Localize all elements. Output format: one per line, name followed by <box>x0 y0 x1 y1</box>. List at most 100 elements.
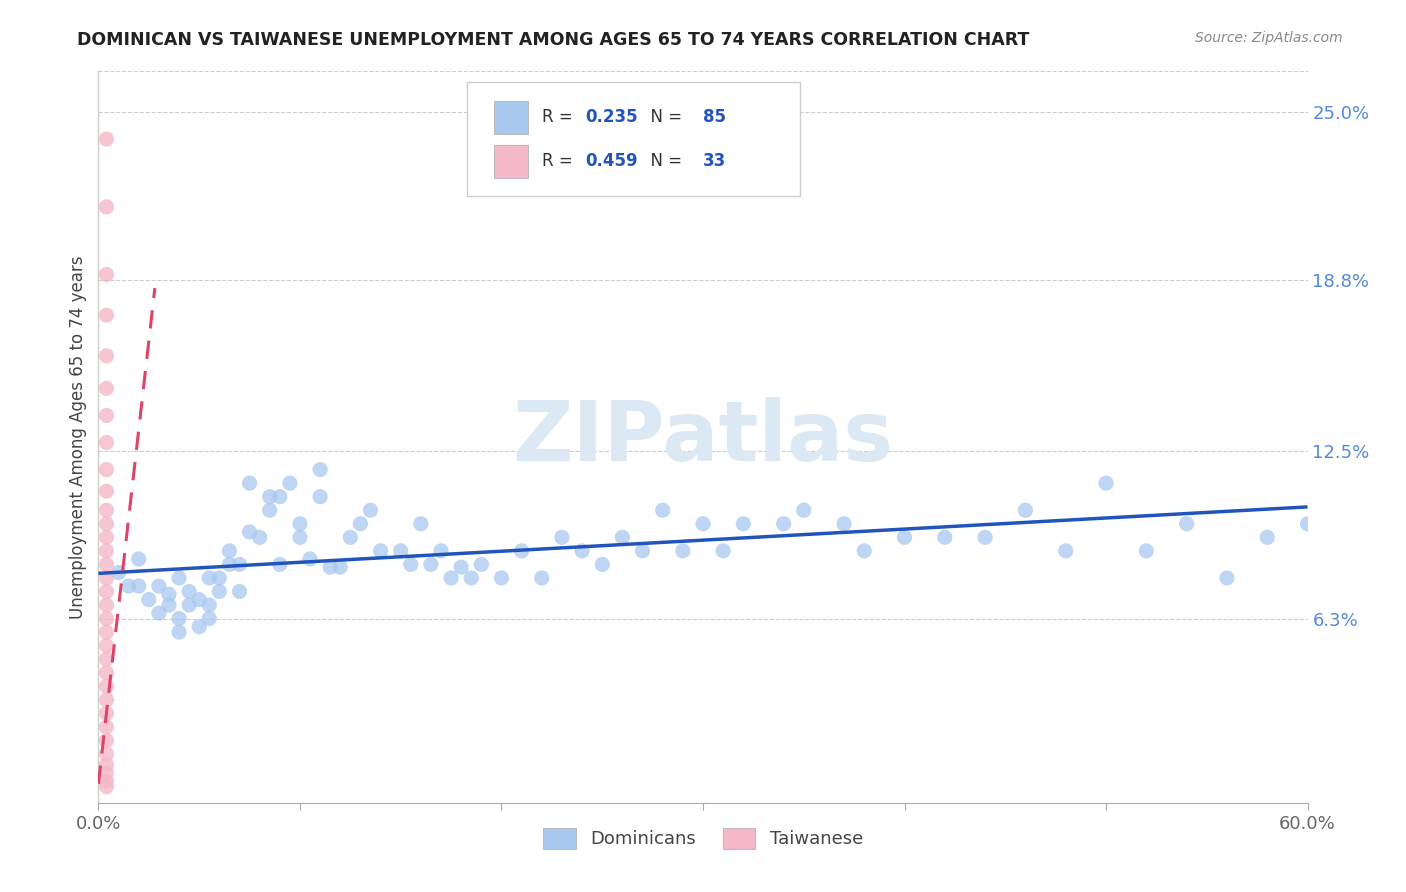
Point <box>409 516 432 531</box>
Point <box>96 706 118 721</box>
Point <box>239 476 262 491</box>
Point <box>96 349 118 363</box>
Point <box>96 625 118 640</box>
Point <box>96 571 118 585</box>
Text: R =: R = <box>543 109 578 127</box>
Point <box>167 611 190 625</box>
Point <box>179 598 201 612</box>
Point <box>793 503 815 517</box>
Point <box>148 579 170 593</box>
Point <box>1357 490 1379 504</box>
Point <box>96 268 118 282</box>
Point <box>259 490 281 504</box>
Point <box>470 558 492 572</box>
Point <box>339 530 361 544</box>
Point <box>96 462 118 476</box>
Point <box>208 571 231 585</box>
Point <box>631 544 654 558</box>
Point <box>893 530 915 544</box>
Point <box>96 757 118 772</box>
Point <box>360 503 382 517</box>
Legend: Dominicans, Taiwanese: Dominicans, Taiwanese <box>536 821 870 856</box>
Point <box>179 584 201 599</box>
Point <box>1175 516 1198 531</box>
Text: Source: ZipAtlas.com: Source: ZipAtlas.com <box>1195 31 1343 45</box>
Point <box>96 652 118 666</box>
Point <box>96 598 118 612</box>
Point <box>450 560 472 574</box>
Point <box>96 611 118 625</box>
Point <box>319 560 342 574</box>
Point <box>208 584 231 599</box>
Point <box>672 544 695 558</box>
Y-axis label: Unemployment Among Ages 65 to 74 years: Unemployment Among Ages 65 to 74 years <box>69 255 87 619</box>
Point <box>96 381 118 395</box>
Point <box>96 780 118 794</box>
Text: 0.459: 0.459 <box>586 153 638 170</box>
Point <box>309 490 332 504</box>
Point <box>1337 503 1360 517</box>
Point <box>1256 530 1278 544</box>
Point <box>218 558 240 572</box>
Point <box>96 484 118 499</box>
Point <box>259 503 281 517</box>
Point <box>692 516 714 531</box>
Text: DOMINICAN VS TAIWANESE UNEMPLOYMENT AMONG AGES 65 TO 74 YEARS CORRELATION CHART: DOMINICAN VS TAIWANESE UNEMPLOYMENT AMON… <box>77 31 1029 49</box>
Text: N =: N = <box>640 153 688 170</box>
Point <box>96 200 118 214</box>
Point <box>309 462 332 476</box>
Point <box>96 720 118 734</box>
Point <box>198 598 221 612</box>
Point <box>370 544 392 558</box>
Point <box>188 592 211 607</box>
Point <box>711 544 734 558</box>
Point <box>269 490 291 504</box>
Point <box>198 611 221 625</box>
Point <box>349 516 371 531</box>
Point <box>733 516 755 531</box>
Point <box>128 552 150 566</box>
Point <box>1296 516 1319 531</box>
Point <box>118 579 141 593</box>
Point <box>1135 544 1157 558</box>
Text: ZIPatlas: ZIPatlas <box>513 397 893 477</box>
Text: R =: R = <box>543 153 578 170</box>
Point <box>460 571 482 585</box>
Point <box>96 503 118 517</box>
Point <box>96 516 118 531</box>
Point <box>96 774 118 789</box>
Point <box>1095 476 1118 491</box>
FancyBboxPatch shape <box>494 145 527 178</box>
Text: 33: 33 <box>703 153 727 170</box>
Point <box>591 558 613 572</box>
Point <box>1216 571 1239 585</box>
FancyBboxPatch shape <box>494 101 527 134</box>
Point <box>96 693 118 707</box>
Point <box>148 606 170 620</box>
Point <box>239 524 262 539</box>
Point <box>218 544 240 558</box>
Point <box>96 679 118 693</box>
Point <box>440 571 463 585</box>
Point <box>974 530 997 544</box>
FancyBboxPatch shape <box>467 82 800 195</box>
Point <box>249 530 271 544</box>
Point <box>198 571 221 585</box>
Point <box>420 558 443 572</box>
Point <box>96 308 118 322</box>
Point <box>96 733 118 747</box>
Point <box>551 530 574 544</box>
Point <box>491 571 513 585</box>
Point <box>167 625 190 640</box>
Point <box>278 476 301 491</box>
Point <box>96 766 118 780</box>
Point <box>1398 476 1406 491</box>
Point <box>934 530 956 544</box>
Point <box>157 587 180 601</box>
Point <box>167 571 190 585</box>
Point <box>128 579 150 593</box>
Point <box>96 132 118 146</box>
Point <box>571 544 593 558</box>
Point <box>188 620 211 634</box>
Point <box>612 530 634 544</box>
